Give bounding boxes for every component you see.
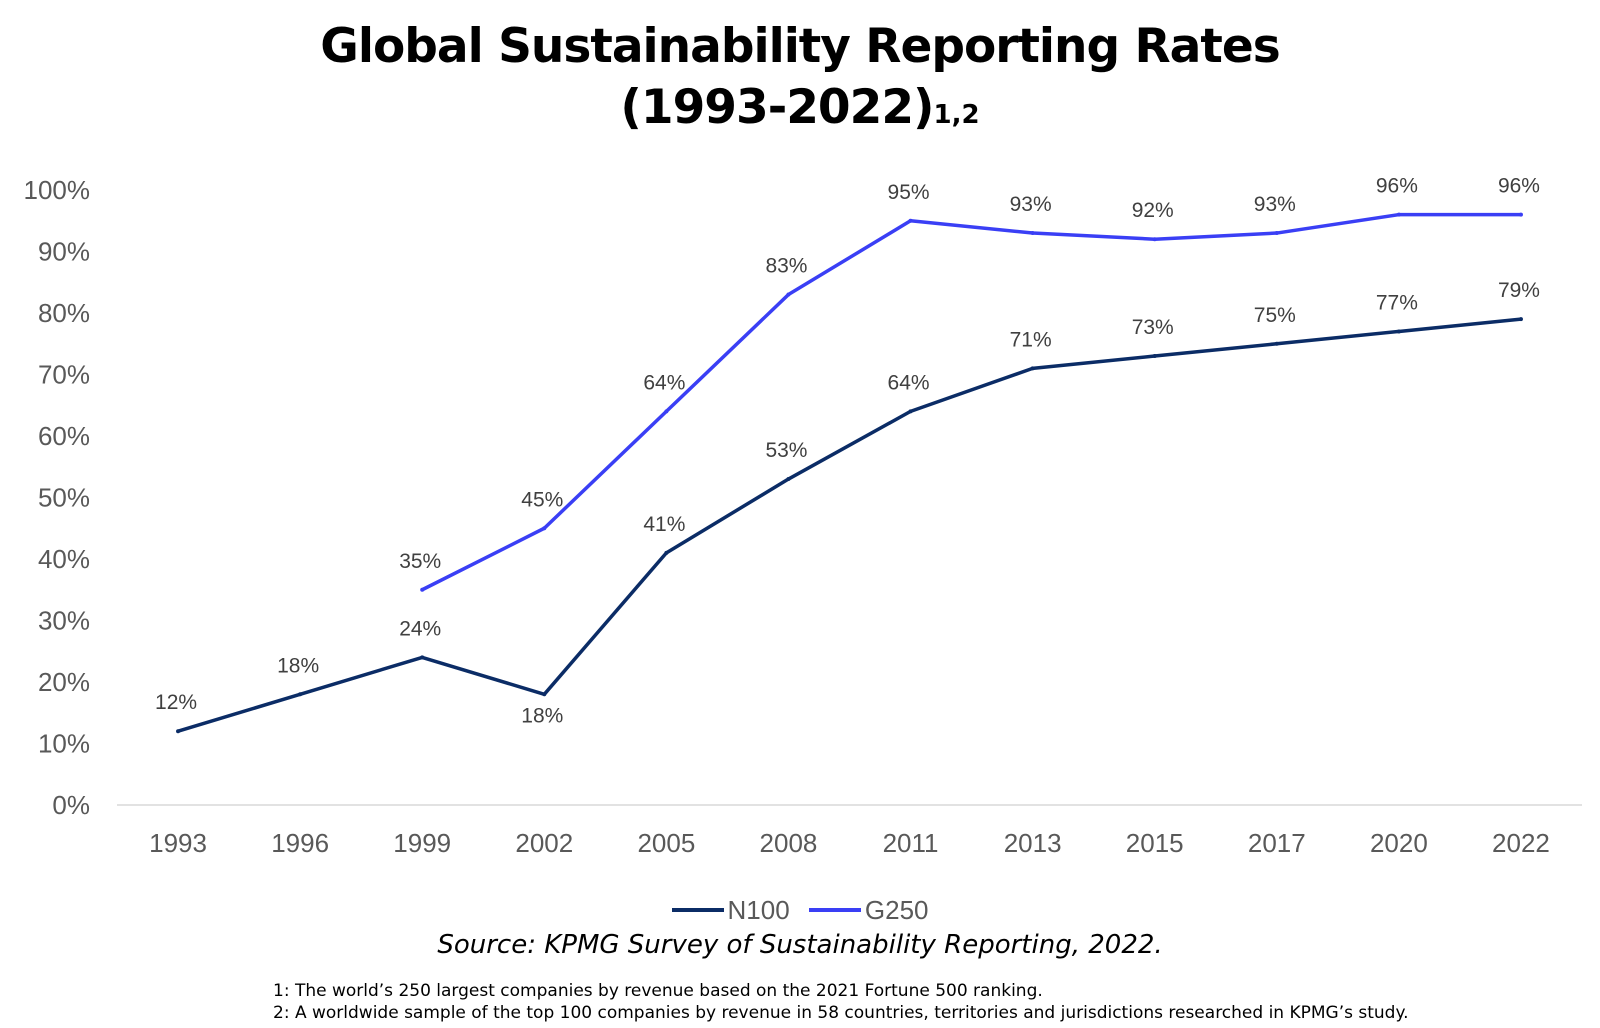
data-point-n100	[786, 477, 791, 482]
y-tick-label: 100%	[24, 175, 91, 205]
data-label-n100: 12%	[155, 691, 197, 714]
data-label-n100: 73%	[1132, 316, 1174, 339]
footnote-2: 2: A worldwide sample of the top 100 com…	[273, 1003, 1409, 1023]
chart-title-line2: (1993-2022)1,2	[0, 77, 1600, 138]
y-tick-label: 40%	[38, 544, 90, 574]
data-point-n100	[1030, 366, 1035, 371]
chart-axes: 0% 10% 20% 30% 40% 50% 60% 70% 80% 90% 100% 1993 199…	[24, 175, 1582, 858]
data-label-g250: 45%	[521, 488, 563, 511]
data-label-n100: 41%	[643, 513, 685, 536]
data-label-g250: 95%	[888, 181, 930, 204]
data-label-g250: 96%	[1376, 175, 1418, 198]
y-tick-label: 50%	[38, 483, 90, 513]
data-point-g250	[786, 292, 791, 297]
data-point-n100	[176, 729, 181, 734]
legend-item-n100: N100	[671, 894, 790, 926]
data-label-g250: 83%	[765, 255, 807, 278]
chart-title-years: (1993-2022)	[620, 80, 934, 135]
y-tick-label: 0%	[52, 790, 90, 820]
data-point-g250	[908, 218, 913, 223]
chart-data-labels: 12% 18% 24% 18% 41% 53% 64% 71% 73% 75% 77% 79% 35% 4…	[155, 175, 1540, 728]
data-point-n100	[298, 692, 303, 697]
data-point-g250	[1274, 231, 1279, 236]
data-point-n100	[1152, 354, 1157, 359]
data-point-g250	[542, 526, 547, 531]
x-tick-label: 2017	[1248, 828, 1306, 858]
data-point-n100	[1518, 317, 1523, 322]
data-point-n100	[420, 655, 425, 660]
data-label-n100: 79%	[1498, 279, 1540, 302]
chart-series-lines	[176, 212, 1523, 734]
x-tick-label: 2008	[760, 828, 818, 858]
legend-swatch-g250	[808, 908, 861, 912]
data-point-g250	[664, 409, 669, 414]
y-tick-label: 20%	[38, 667, 90, 697]
data-point-g250	[1396, 212, 1401, 217]
data-label-n100: 53%	[765, 439, 807, 462]
line-chart: 0% 10% 20% 30% 40% 50% 60% 70% 80% 90% 100% 1993 199…	[24, 175, 1582, 858]
source-note: Source: KPMG Survey of Sustainability Re…	[437, 930, 1163, 960]
y-tick-label: 90%	[38, 237, 90, 267]
data-label-n100: 71%	[1010, 328, 1052, 351]
x-tick-label: 2015	[1126, 828, 1184, 858]
legend-label-g250: G250	[864, 894, 929, 925]
x-tick-label: 2002	[515, 828, 573, 858]
data-point-n100	[664, 550, 669, 555]
x-tick-label: 1999	[393, 828, 451, 858]
chart-title: Global Sustainability Reporting Rates (1…	[0, 16, 1600, 138]
y-tick-label: 80%	[38, 298, 90, 328]
legend-item-g250: G250	[808, 894, 929, 926]
footnote-1: 1: The world’s 250 largest companies by …	[273, 981, 1043, 1001]
data-label-g250: 64%	[643, 371, 685, 394]
series-line-g250	[421, 212, 1521, 592]
data-point-n100	[1274, 341, 1279, 346]
chart-legend: N100 G250	[0, 888, 1600, 926]
x-tick-label: 2011	[883, 828, 939, 858]
x-tick-label: 1993	[149, 828, 207, 858]
data-label-n100: 18%	[277, 654, 319, 677]
data-point-n100	[908, 409, 913, 414]
y-tick-label: 10%	[38, 729, 90, 759]
data-point-g250	[1152, 237, 1157, 242]
series-line-n100	[177, 317, 1522, 733]
chart-title-line1: Global Sustainability Reporting Rates	[320, 19, 1280, 74]
y-tick-label: 30%	[38, 606, 90, 636]
x-tick-label: 2005	[637, 828, 695, 858]
data-label-n100: 77%	[1376, 291, 1418, 314]
data-point-g250	[1518, 212, 1523, 217]
x-tick-label: 2022	[1492, 828, 1550, 858]
data-point-n100	[1396, 329, 1401, 334]
x-tick-label: 1996	[271, 828, 329, 858]
y-tick-label: 70%	[38, 360, 90, 390]
data-point-g250	[420, 587, 425, 592]
data-label-g250: 92%	[1132, 199, 1174, 222]
chart-title-footnote-ref: 1,2	[933, 100, 980, 130]
x-tick-label: 2020	[1370, 828, 1428, 858]
footnotes: 1: The world’s 250 largest companies by …	[273, 980, 1409, 1024]
data-point-n100	[542, 692, 547, 697]
data-label-g250: 93%	[1010, 193, 1052, 216]
data-label-n100: 64%	[888, 371, 930, 394]
legend-label-n100: N100	[727, 894, 790, 925]
data-point-g250	[1030, 231, 1035, 236]
data-label-n100: 75%	[1254, 304, 1296, 327]
legend-swatch-n100	[671, 908, 724, 912]
data-label-g250: 96%	[1498, 175, 1540, 198]
data-label-g250: 35%	[399, 550, 441, 573]
y-tick-label: 60%	[38, 421, 90, 451]
data-label-n100: 24%	[399, 617, 441, 640]
data-label-g250: 93%	[1254, 193, 1296, 216]
data-label-n100: 18%	[521, 704, 563, 727]
x-tick-label: 2013	[1004, 828, 1062, 858]
